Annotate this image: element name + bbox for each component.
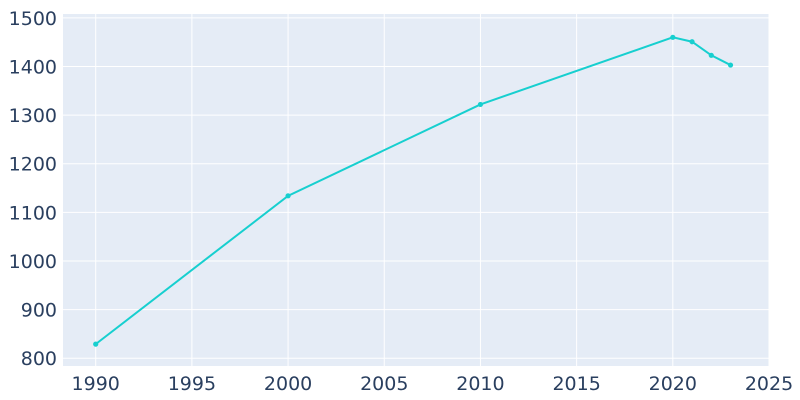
y-tick-label: 1500 bbox=[9, 8, 57, 30]
plot-area bbox=[63, 14, 769, 366]
y-tick-label: 1100 bbox=[9, 202, 57, 224]
y-gridlines bbox=[63, 17, 769, 359]
y-tick-label: 900 bbox=[21, 300, 57, 322]
y-tick-label: 1300 bbox=[9, 105, 57, 127]
y-tick-label: 1200 bbox=[9, 154, 57, 176]
x-tick-label: 2010 bbox=[456, 373, 504, 395]
y-axis-tick-labels: 800 900 1000 1100 1200 1300 1400 1500 bbox=[9, 8, 57, 370]
y-tick-label: 800 bbox=[21, 348, 57, 370]
x-tick-label: 2015 bbox=[552, 373, 600, 395]
x-tick-label: 2000 bbox=[264, 373, 312, 395]
data-point bbox=[93, 341, 99, 347]
x-tick-label: 2005 bbox=[360, 373, 408, 395]
x-gridlines bbox=[95, 14, 770, 366]
x-tick-label: 2025 bbox=[745, 373, 793, 395]
y-tick-label: 1400 bbox=[9, 57, 57, 79]
series-layer bbox=[93, 34, 734, 347]
y-tick-label: 1000 bbox=[9, 251, 57, 273]
data-point bbox=[670, 34, 676, 40]
data-point bbox=[285, 193, 291, 199]
x-axis-tick-labels: 1990 1995 2000 2005 2010 2015 2020 2025 bbox=[72, 373, 794, 395]
data-point bbox=[689, 39, 695, 45]
x-tick-label: 1990 bbox=[72, 373, 120, 395]
data-point bbox=[727, 62, 734, 68]
data-point bbox=[477, 101, 484, 108]
x-tick-label: 1995 bbox=[168, 373, 216, 395]
x-tick-label: 2020 bbox=[649, 373, 697, 395]
data-point bbox=[708, 52, 714, 58]
